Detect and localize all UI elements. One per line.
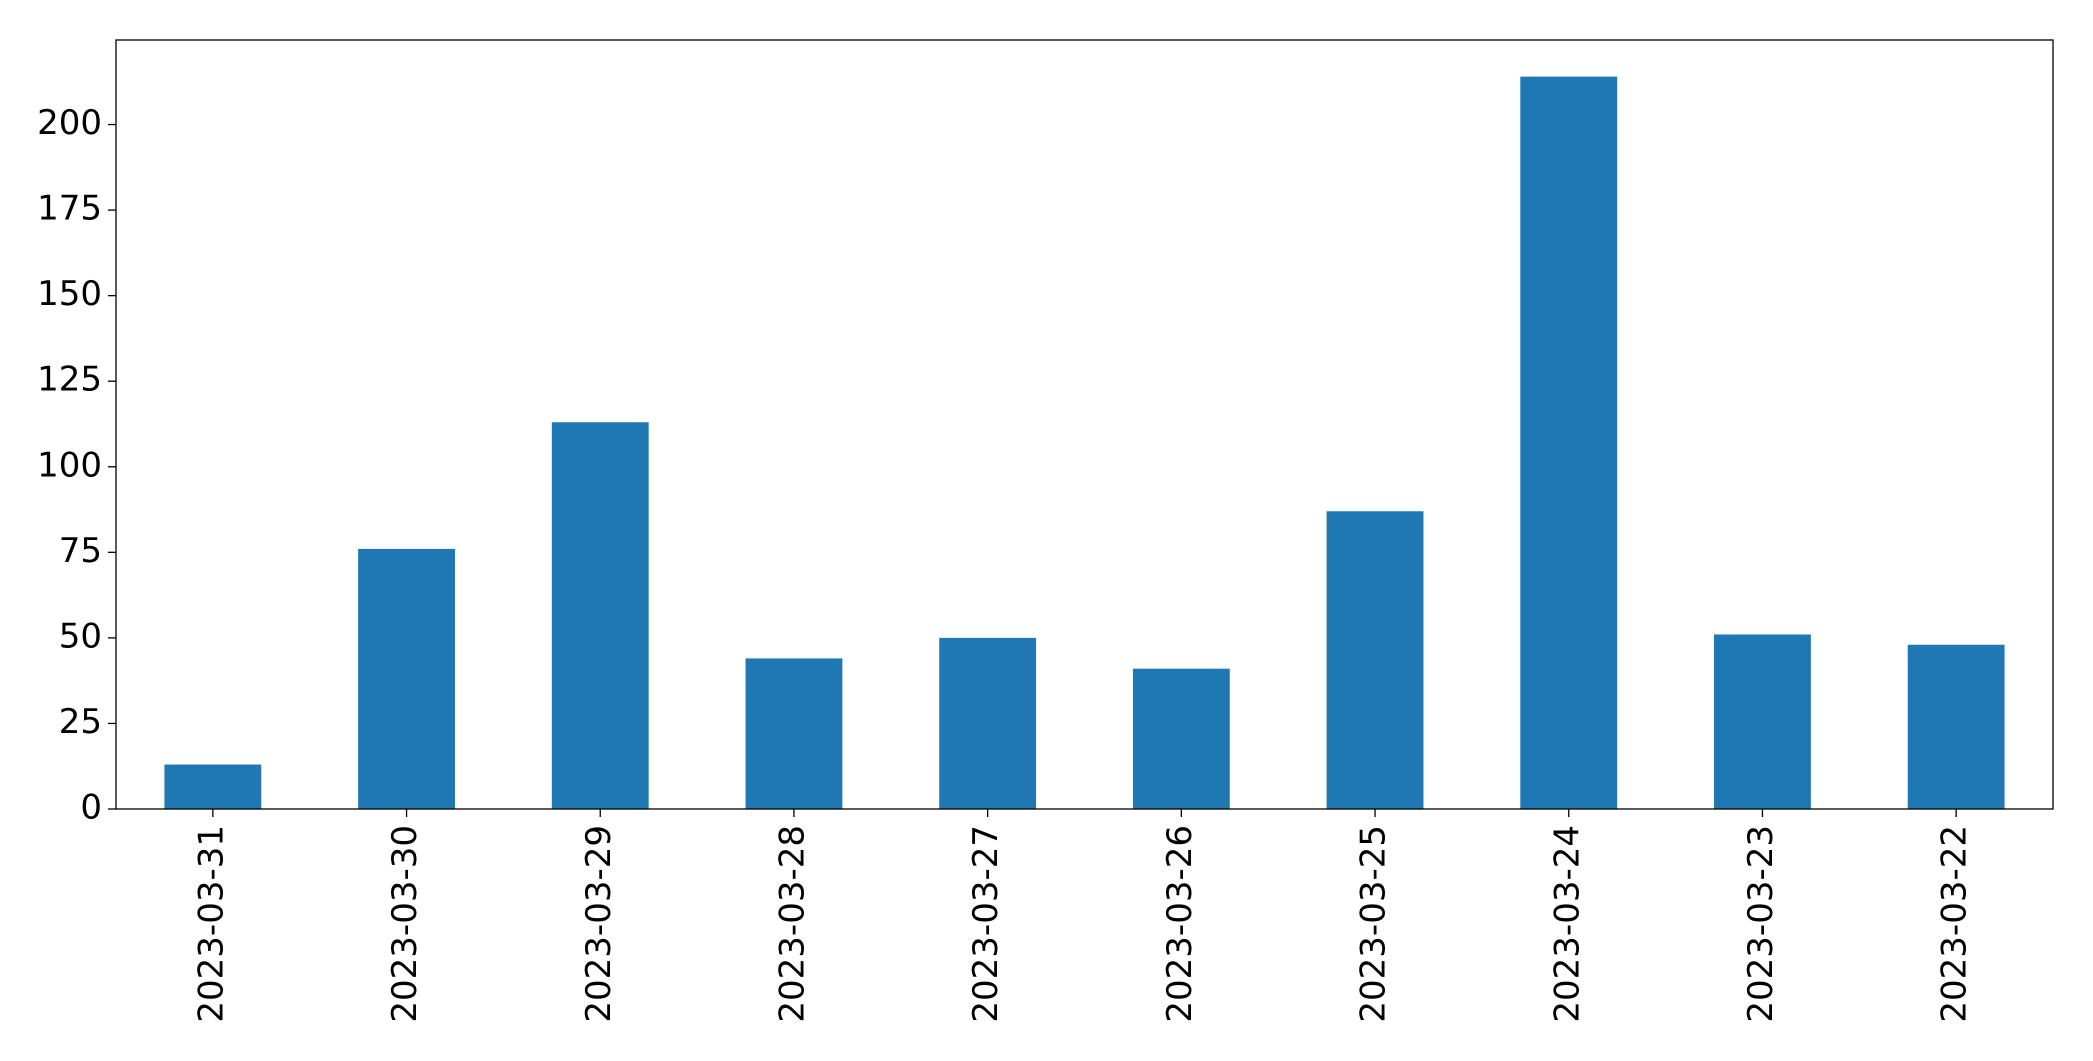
y-tick-label: 0: [80, 788, 102, 828]
x-tick-label: 2023-03-23: [1741, 825, 1781, 1023]
bar: [1326, 511, 1424, 809]
y-tick-label: 75: [59, 531, 102, 571]
x-tick-label: 2023-03-31: [191, 825, 231, 1023]
x-tick-label: 2023-03-22: [1935, 825, 1975, 1023]
bar: [164, 764, 262, 809]
x-tick-label: 2023-03-27: [966, 825, 1006, 1023]
x-tick-label: 2023-03-24: [1547, 825, 1587, 1023]
y-tick-label: 175: [37, 189, 102, 229]
y-tick-label: 125: [37, 360, 102, 400]
bar: [1520, 76, 1618, 810]
y-tick-label: 100: [37, 445, 102, 485]
x-tick-label: 2023-03-25: [1354, 825, 1394, 1023]
plot-frame: [115, 39, 2054, 810]
y-tick-label: 200: [37, 103, 102, 143]
x-tick-label: 2023-03-26: [1160, 825, 1200, 1023]
bar: [745, 658, 843, 809]
x-tick-label: 2023-03-28: [772, 825, 812, 1023]
y-tick-label: 25: [59, 702, 102, 742]
x-tick-label: 2023-03-30: [385, 825, 425, 1023]
x-tick-label: 2023-03-29: [579, 825, 619, 1023]
bar: [1907, 644, 2005, 809]
bar: [551, 422, 649, 809]
bar: [1132, 668, 1230, 809]
bar: [358, 548, 455, 809]
y-tick-label: 150: [37, 274, 102, 314]
y-tick-label: 50: [59, 616, 102, 656]
bar: [939, 637, 1037, 809]
bar: [1714, 634, 1811, 809]
